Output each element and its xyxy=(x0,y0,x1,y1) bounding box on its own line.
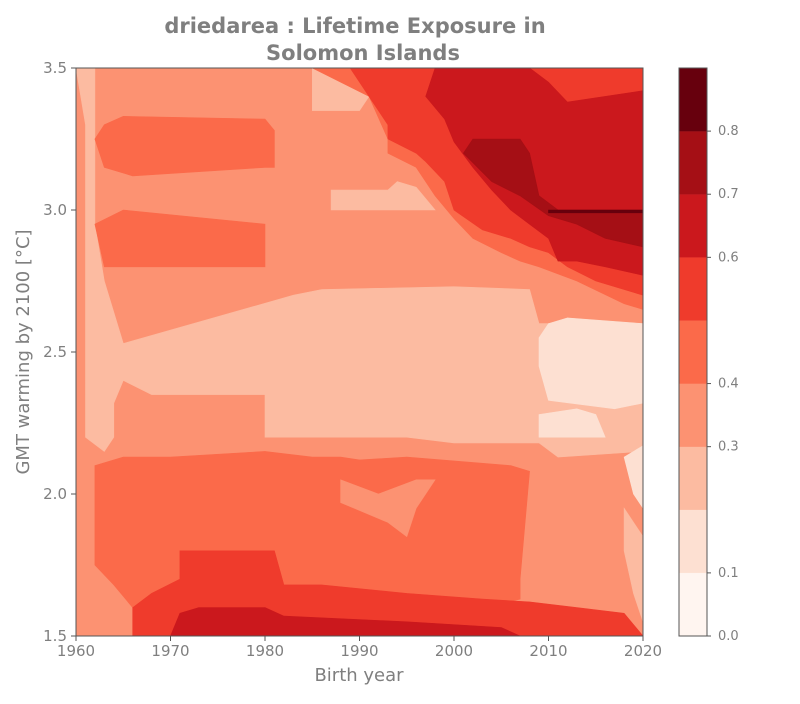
x-axis-label: Birth year xyxy=(314,665,404,686)
x-tick-label: 1990 xyxy=(340,642,378,660)
colorbar-swatch xyxy=(678,67,708,132)
y-tick-label: 2.0 xyxy=(43,485,67,503)
contour-region-level-3 xyxy=(340,479,436,538)
x-tick-label: 2020 xyxy=(624,642,662,660)
colorbar-swatch xyxy=(678,446,708,510)
x-tick-label: 1960 xyxy=(57,642,95,660)
colorbar-tick-label: 0.4 xyxy=(718,377,739,392)
x-tick-label: 2000 xyxy=(435,642,473,660)
colorbar: 0.0 0.1 0.3 0.4 0.6 0.7 0.8 xyxy=(678,67,739,644)
y-tick-label: 3.5 xyxy=(43,59,67,77)
colorbar-swatch xyxy=(678,130,708,195)
colorbar-tick-label: 0.0 xyxy=(718,629,739,644)
colorbar-swatch xyxy=(678,194,708,258)
y-tick-label: 3.0 xyxy=(43,201,67,219)
contour-region-level-1 xyxy=(623,445,643,509)
y-tick-label: 2.5 xyxy=(43,343,67,361)
contour-region-level-1 xyxy=(538,317,643,410)
colorbar-tick-label: 0.1 xyxy=(718,566,739,581)
contour-regions xyxy=(76,68,643,636)
x-tick-label: 1980 xyxy=(246,642,284,660)
colorbar-swatch xyxy=(678,320,708,384)
chart-title-line1: driedarea : Lifetime Exposure in xyxy=(164,14,545,38)
colorbar-tick-label: 0.6 xyxy=(718,250,739,265)
contour-region-level-2 xyxy=(330,181,436,211)
x-axis: 1960 1970 1980 1990 2000 2010 2020 xyxy=(57,636,662,660)
contour-region-level-8 xyxy=(548,209,643,214)
colorbar-swatch xyxy=(678,509,708,574)
contour-region-level-4 xyxy=(94,209,266,268)
contour-region-level-2 xyxy=(76,68,643,458)
colorbar-frame xyxy=(678,67,708,637)
contour-region-level-2 xyxy=(623,507,643,622)
chart-title-line2: Solomon Islands xyxy=(266,41,460,65)
contour-region-level-1 xyxy=(538,408,606,438)
colorbar-swatch xyxy=(678,572,708,637)
contour-region-level-7 xyxy=(463,138,643,248)
colorbar-tick-label: 0.8 xyxy=(718,124,739,139)
colorbar-swatch xyxy=(678,383,708,447)
colorbar-tick-label: 0.3 xyxy=(718,440,739,455)
contour-region-level-6 xyxy=(170,607,521,636)
x-tick-label: 1970 xyxy=(151,642,189,660)
colorbar-swatch xyxy=(678,257,708,321)
y-axis: 1.5 2.0 2.5 3.0 3.5 xyxy=(43,59,76,645)
y-tick-label: 1.5 xyxy=(43,627,67,645)
contour-region-level-4 xyxy=(94,115,275,177)
y-axis-label: GMT warming by 2100 [°C] xyxy=(13,229,34,474)
x-tick-label: 2010 xyxy=(529,642,567,660)
colorbar-tick-label: 0.7 xyxy=(718,187,739,202)
